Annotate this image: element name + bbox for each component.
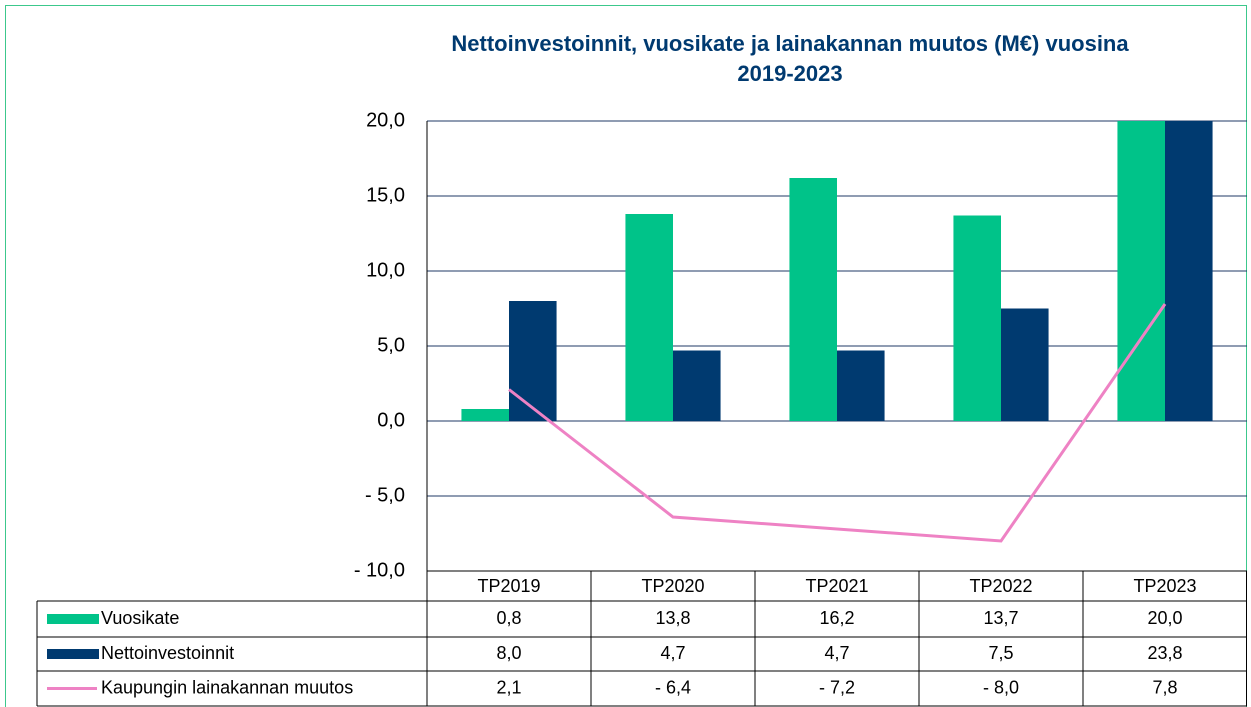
bar	[625, 214, 673, 421]
table-cell: 23,8	[1147, 643, 1182, 663]
bar	[1117, 121, 1165, 421]
table-header: TP2021	[805, 576, 868, 596]
table-cell: 7,5	[988, 643, 1013, 663]
table-cell: 4,7	[824, 643, 849, 663]
table-cell: 2,1	[496, 677, 521, 697]
plot	[461, 121, 1213, 543]
bar	[837, 350, 885, 421]
bar	[509, 301, 557, 421]
y-tick-label: - 5,0	[365, 484, 405, 506]
table-cell: 0,8	[496, 608, 521, 628]
table-header: TP2022	[969, 576, 1032, 596]
y-tick-label: 20,0	[366, 109, 405, 131]
bar	[673, 350, 721, 421]
legend-key	[47, 649, 99, 659]
y-tick-label: - 10,0	[354, 559, 405, 581]
legend-label: Kaupungin lainakannan muutos	[101, 677, 353, 697]
y-tick-label: 5,0	[377, 334, 405, 356]
legend-label: Vuosikate	[101, 608, 179, 628]
legend-key	[47, 614, 99, 624]
table-cell: 4,7	[660, 643, 685, 663]
y-tick-label: 0,0	[377, 409, 405, 431]
bar	[1165, 121, 1213, 421]
table-cell: - 8,0	[983, 677, 1019, 697]
bar	[461, 409, 509, 421]
table-header: TP2023	[1133, 576, 1196, 596]
frame	[5, 5, 1247, 707]
bar	[1001, 308, 1049, 421]
table-header: TP2019	[477, 576, 540, 596]
table-cell: 20,0	[1147, 608, 1182, 628]
bar	[953, 215, 1001, 421]
line-series	[508, 303, 1167, 543]
legend-label: Nettoinvestoinnit	[101, 643, 234, 663]
table-cell: - 7,2	[819, 677, 855, 697]
table-cell: 13,7	[983, 608, 1018, 628]
table-cell: 16,2	[819, 608, 854, 628]
table-cell: 7,8	[1152, 677, 1177, 697]
table-cell: - 6,4	[655, 677, 691, 697]
table-cell: 13,8	[655, 608, 690, 628]
y-tick-label: 15,0	[366, 184, 405, 206]
chart-title: Nettoinvestoinnit, vuosikate ja lainakan…	[451, 31, 1129, 86]
y-tick-label: 10,0	[366, 259, 405, 281]
table-header: TP2020	[641, 576, 704, 596]
bar	[789, 178, 837, 421]
table-cell: 8,0	[496, 643, 521, 663]
